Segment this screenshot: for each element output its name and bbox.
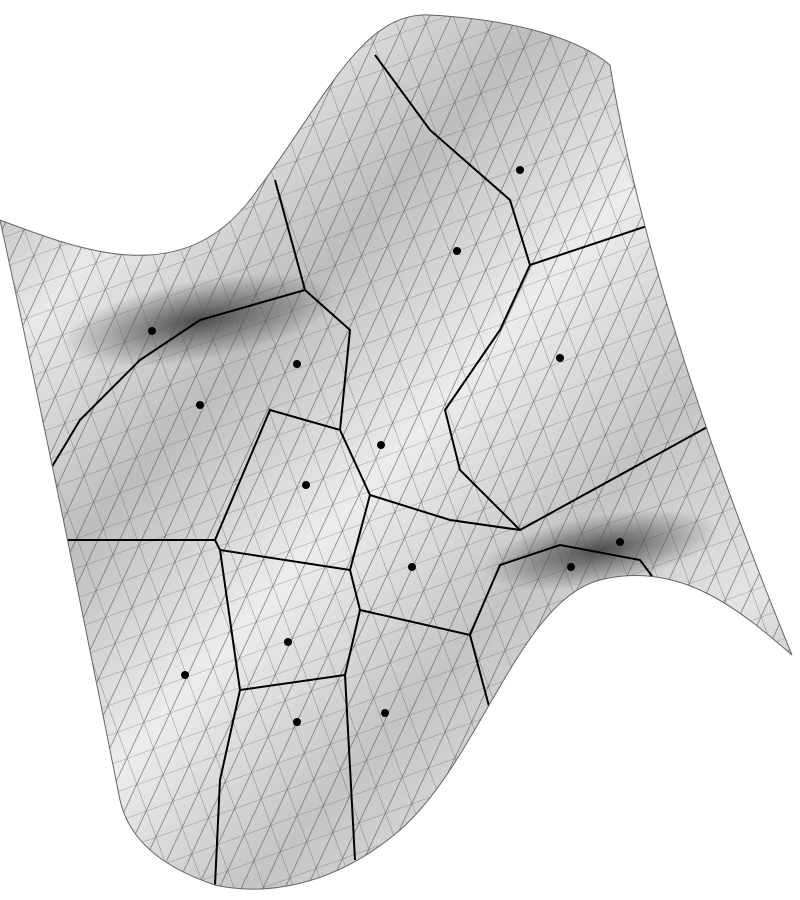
voronoi-edges xyxy=(49,54,721,886)
surface-outline xyxy=(0,14,793,890)
sites xyxy=(148,166,624,726)
